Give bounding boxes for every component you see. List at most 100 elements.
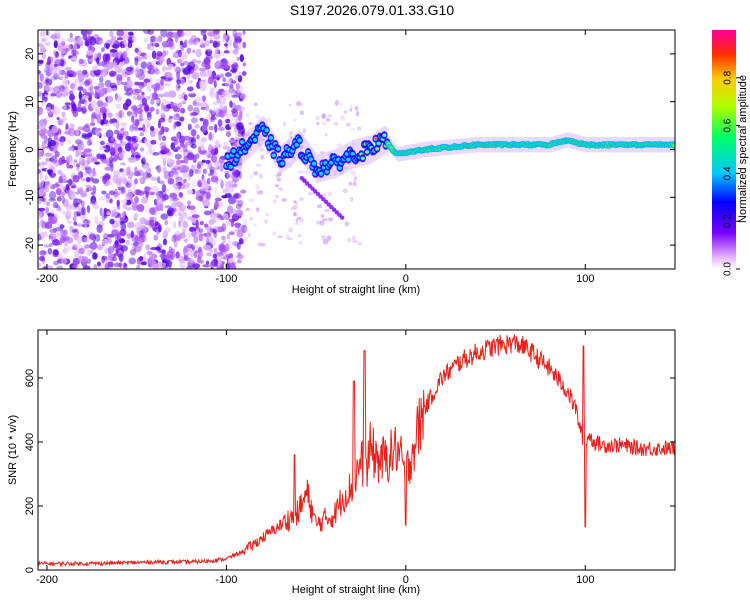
noise-speck xyxy=(144,105,150,112)
noise-speck xyxy=(144,236,148,243)
ridge-mid xyxy=(318,171,324,176)
noise-speck xyxy=(217,126,225,131)
tail-blob xyxy=(307,183,313,189)
noise-speck xyxy=(172,105,179,112)
noise-speck xyxy=(214,48,220,55)
noise-speck xyxy=(180,107,186,114)
noise-speck xyxy=(41,250,47,255)
noise-speck xyxy=(47,169,53,174)
spectral-halo xyxy=(303,137,306,167)
noise-speck xyxy=(327,191,333,197)
noise-speck xyxy=(75,127,80,137)
noise-speck xyxy=(109,198,113,204)
noise-speck xyxy=(48,215,53,225)
noise-speck xyxy=(172,221,177,229)
noise-speck xyxy=(40,45,46,54)
noise-speck xyxy=(173,164,179,169)
noise-speck xyxy=(131,122,139,130)
noise-speck xyxy=(225,131,232,138)
noise-speck xyxy=(158,224,162,233)
noise-speck xyxy=(132,187,136,195)
ridge-mid xyxy=(268,135,274,140)
tail-blob xyxy=(299,175,304,181)
noise-speck xyxy=(292,118,297,122)
noise-speck xyxy=(143,253,147,261)
noise-speck xyxy=(135,154,141,159)
noise-speck xyxy=(39,30,47,37)
noise-speck xyxy=(183,94,188,101)
noise-speck xyxy=(89,69,97,77)
noise-speck xyxy=(144,185,150,195)
noise-speck xyxy=(134,119,140,127)
noise-speck xyxy=(115,94,122,103)
noise-speck xyxy=(156,176,161,184)
noise-speck xyxy=(83,148,92,153)
noise-speck xyxy=(89,122,96,127)
noise-speck xyxy=(43,84,50,94)
noise-speck xyxy=(141,261,147,266)
noise-speck xyxy=(125,98,132,107)
y-tick-label: -10 xyxy=(24,189,36,205)
noise-speck xyxy=(166,157,172,164)
noise-speck xyxy=(125,79,133,88)
noise-speck xyxy=(102,233,108,238)
noise-speck xyxy=(73,221,78,226)
colorbar: 0.0 0.2 0.4 0.6 0.8 Normalized spectral ampl… xyxy=(712,30,749,276)
noise-speck xyxy=(209,92,218,99)
noise-speck xyxy=(238,238,244,245)
y-tick-label: 10 xyxy=(24,96,36,108)
noise-speck xyxy=(187,200,192,206)
noise-speck xyxy=(234,228,242,233)
noise-speck xyxy=(70,50,79,56)
noise-speck xyxy=(150,140,157,145)
noise-speck xyxy=(59,70,66,80)
noise-speck xyxy=(316,121,320,126)
noise-speck xyxy=(265,117,272,123)
noise-speck xyxy=(198,233,204,242)
spectrogram-x-ticks: -200 -100 0 100 xyxy=(36,30,594,285)
noise-speck xyxy=(245,207,250,212)
noise-speck xyxy=(107,94,114,104)
noise-speck xyxy=(182,172,189,178)
noise-speck xyxy=(72,109,79,118)
noise-speck xyxy=(99,259,107,266)
snr-frame xyxy=(37,329,676,571)
noise-speck xyxy=(115,248,120,254)
noise-speck xyxy=(349,196,354,202)
noise-speck xyxy=(134,57,139,66)
noise-speck xyxy=(49,190,57,200)
ridge-mid xyxy=(239,140,245,145)
noise-speck xyxy=(54,30,62,38)
noise-speck xyxy=(53,59,62,65)
noise-speck xyxy=(248,198,254,203)
noise-speck xyxy=(351,142,356,146)
noise-speck xyxy=(53,40,58,49)
noise-speck xyxy=(357,242,363,246)
noise-speck xyxy=(139,132,145,137)
noise-speck xyxy=(127,31,134,36)
noise-speck xyxy=(82,172,88,176)
colorbar-ticks: 0.0 0.2 0.4 0.6 0.8 xyxy=(723,70,740,276)
noise-speck xyxy=(101,190,107,195)
noise-speck xyxy=(190,143,197,149)
noise-speck xyxy=(77,102,82,111)
noise-speck xyxy=(136,264,141,269)
noise-speck xyxy=(209,109,213,114)
noise-speck xyxy=(95,127,99,136)
noise-speck xyxy=(49,147,54,151)
noise-speck xyxy=(352,240,359,243)
noise-speck xyxy=(90,191,96,196)
noise-speck xyxy=(153,128,159,134)
noise-speck xyxy=(137,127,144,131)
tail-blob xyxy=(321,197,326,202)
noise-speck xyxy=(119,122,128,126)
noise-speck xyxy=(199,228,204,234)
noise-speck xyxy=(231,102,237,110)
noise-speck xyxy=(81,108,87,114)
noise-speck xyxy=(88,141,92,146)
noise-speck xyxy=(145,244,150,251)
y-tick-label: 0 xyxy=(24,146,36,152)
noise-speck xyxy=(125,192,133,199)
noise-speck xyxy=(127,175,133,180)
noise-speck xyxy=(201,235,208,244)
